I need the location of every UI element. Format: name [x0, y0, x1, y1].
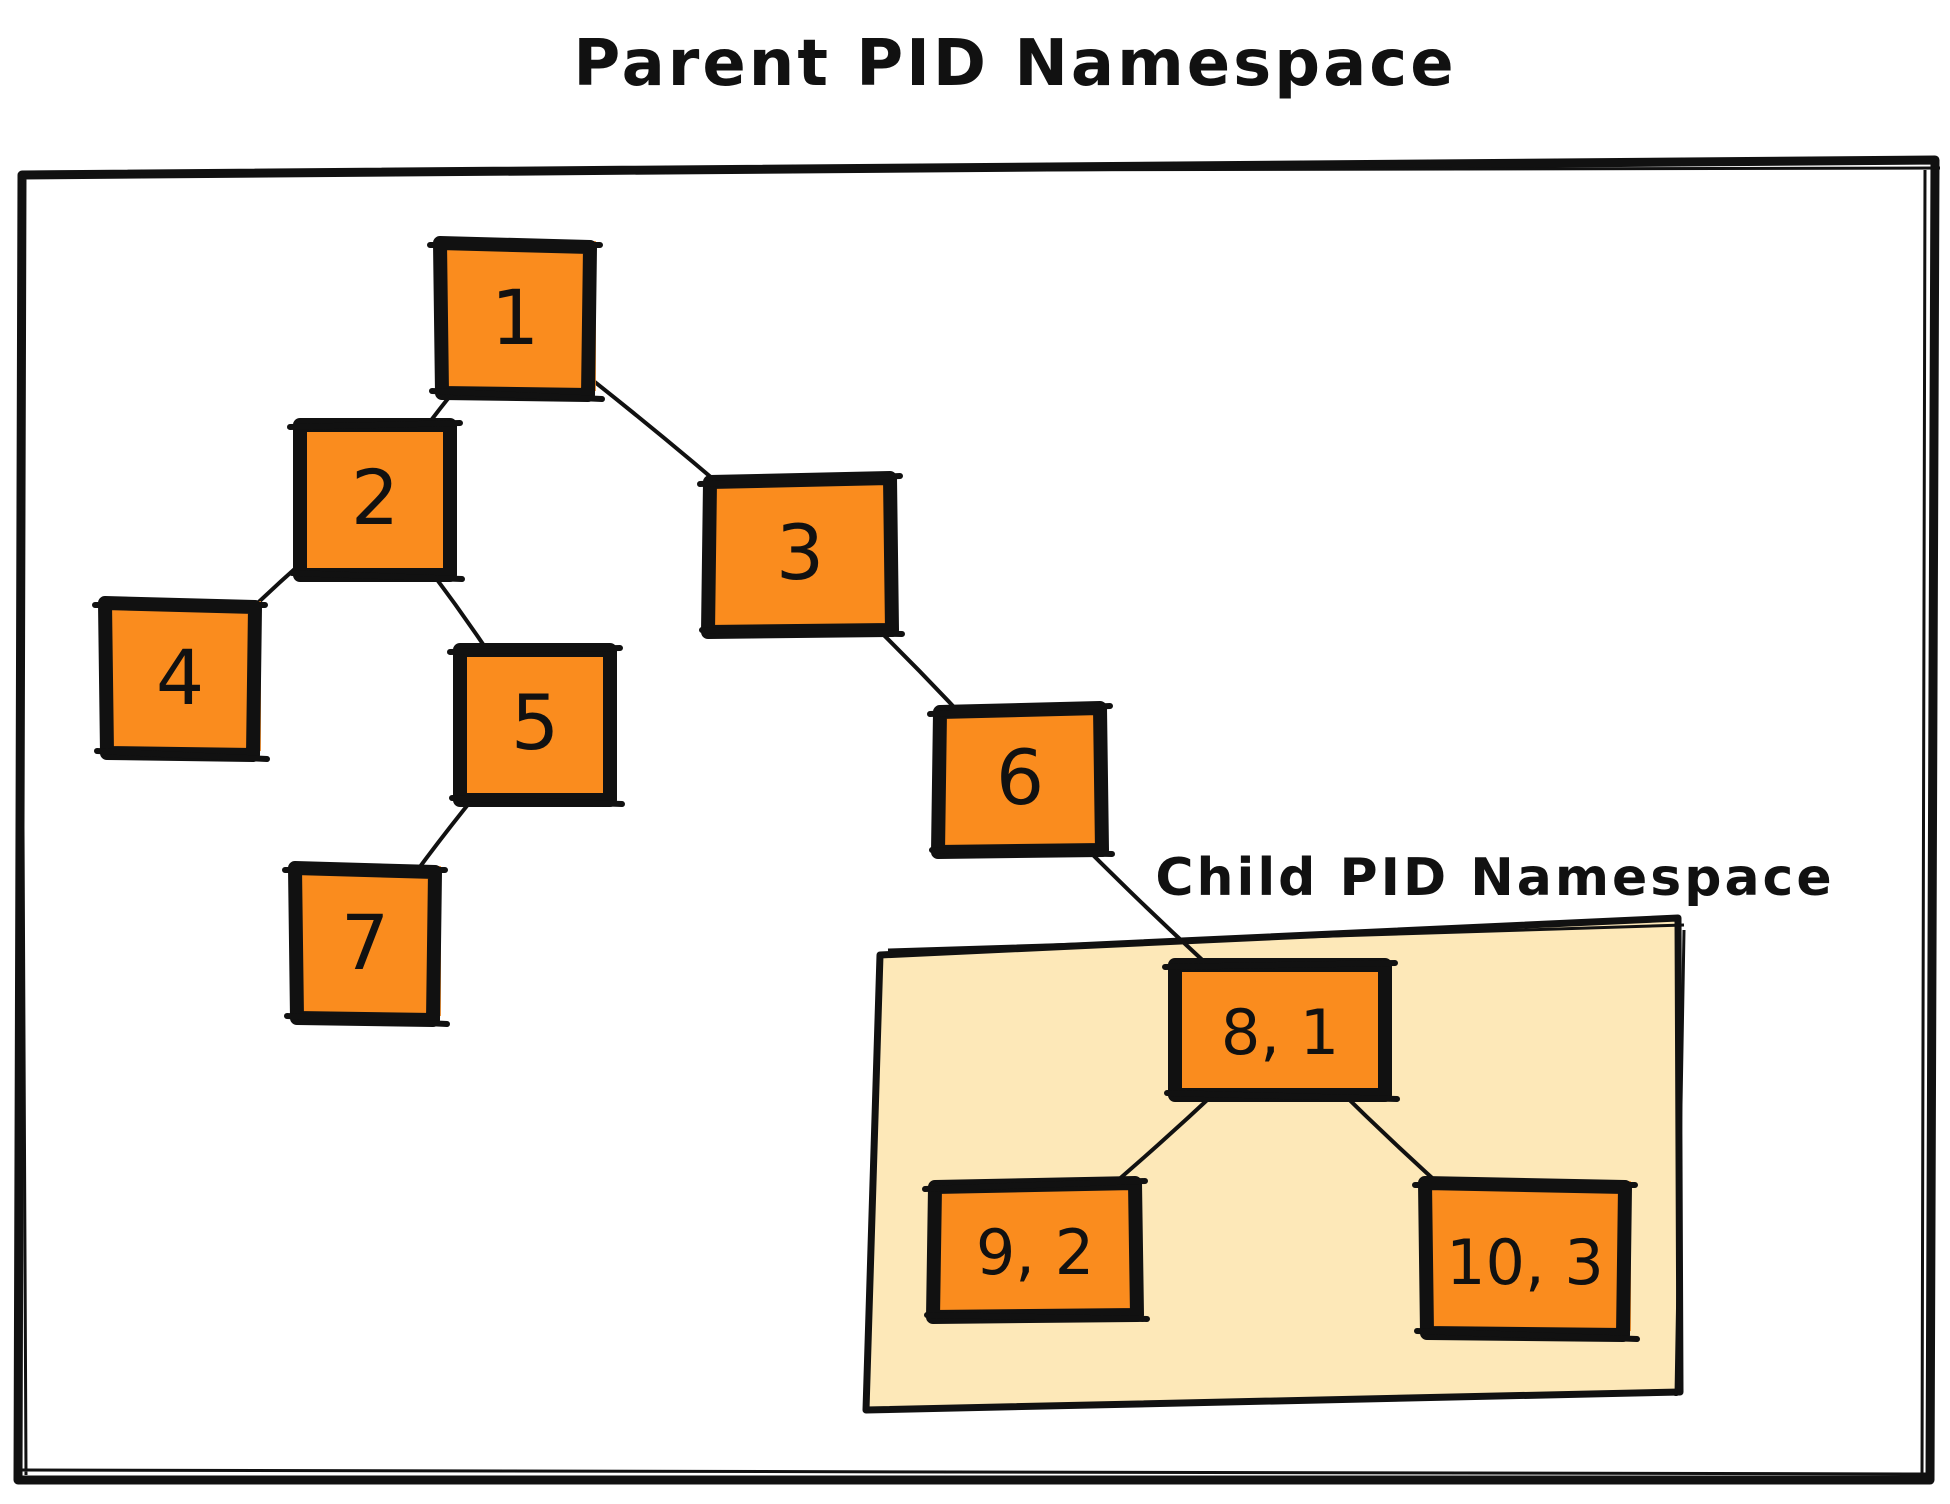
node-label-1: 1	[491, 273, 539, 362]
node-sketch-stroke	[447, 645, 625, 807]
nodes: 1 2 3 4 5 6 7 8, 1 9, 2 10, 3	[92, 236, 1640, 1342]
parent-namespace-box	[13, 155, 1940, 1485]
node-label-9: 9, 2	[976, 1216, 1094, 1289]
node-sketch-stroke	[1162, 960, 1400, 1102]
node-label-6: 6	[996, 733, 1044, 822]
node-label-4: 4	[156, 633, 204, 722]
node-label-7: 7	[341, 898, 389, 987]
process-node-2: 2	[287, 418, 465, 582]
node-label-10: 10, 3	[1446, 1226, 1604, 1299]
child-namespace-box-sketch	[887, 923, 1686, 1397]
process-node-3: 3	[697, 471, 905, 639]
node-sketch-stroke	[92, 602, 270, 762]
process-node-4: 4	[92, 596, 270, 762]
node-sketch-stroke	[282, 867, 450, 1027]
node-sketch-stroke	[287, 420, 465, 582]
node-sketch-stroke	[927, 703, 1115, 857]
node-label-8: 8, 1	[1221, 996, 1339, 1069]
process-node-9: 9, 2	[922, 1176, 1150, 1324]
process-node-10: 10, 3	[1412, 1176, 1640, 1342]
node-sketch-stroke	[922, 1178, 1150, 1322]
node-sketch-stroke	[697, 473, 905, 637]
process-node-5: 5	[447, 643, 625, 807]
process-node-1: 1	[427, 236, 605, 402]
node-sketch-stroke	[1412, 1182, 1640, 1342]
process-node-6: 6	[927, 701, 1115, 859]
node-sketch-stroke	[427, 242, 605, 402]
node-label-2: 2	[351, 453, 399, 542]
parent-namespace-title: Parent PID Namespace	[573, 27, 1456, 101]
process-node-7: 7	[282, 861, 450, 1027]
child-namespace-title: Child PID Namespace	[1155, 848, 1834, 908]
node-label-3: 3	[776, 508, 824, 597]
process-node-8: 8, 1	[1162, 958, 1400, 1102]
parent-namespace-box-sketch	[18, 166, 1941, 1479]
node-label-5: 5	[511, 678, 559, 767]
